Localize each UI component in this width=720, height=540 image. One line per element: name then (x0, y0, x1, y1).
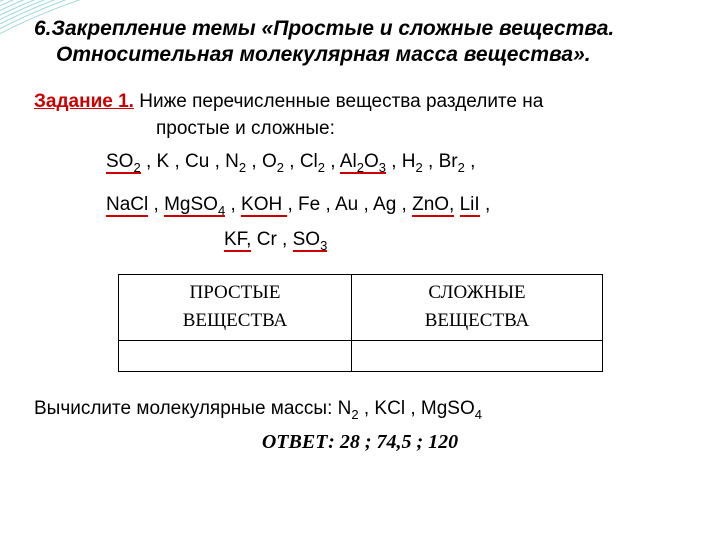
task-text-1: Ниже перечисленные вещества разделите на (134, 91, 543, 112)
heading-line-1: 6.Закрепление темы «Простые и сложные ве… (34, 16, 686, 42)
substances-table: ПРОСТЫЕ ВЕЩЕСТВА СЛОЖНЫЕ ВЕЩЕСТВА (118, 274, 603, 372)
chem-line-2: NaCl , MgSO4 , KOH , Fe , Au , Ag , ZnO,… (34, 191, 686, 220)
calc-prompt: Вычислите молекулярные массы: N2 , KCl ,… (34, 398, 686, 422)
chem-line-3: KF, Cr , SO3 (34, 226, 686, 255)
task-line-1: Задание 1. Ниже перечисленные вещества р… (34, 89, 686, 115)
task-text-2: простые и сложные: (34, 116, 686, 142)
table-cell-complex (352, 340, 603, 371)
table-header-complex: СЛОЖНЫЕ ВЕЩЕСТВА (352, 274, 603, 340)
table-header-simple: ПРОСТЫЕ ВЕЩЕСТВА (119, 274, 352, 340)
task-title: Задание 1. (34, 91, 134, 112)
chem-line-1: SO2 , K , Cu , N2 , O2 , Cl2 , Al2O3 , H… (34, 148, 686, 177)
answer-line: ОТВЕТ: 28 ; 74,5 ; 120 (34, 431, 686, 454)
section-heading: 6.Закрепление темы «Простые и сложные ве… (34, 16, 686, 69)
heading-line-2: Относительная молекулярная масса веществ… (34, 42, 686, 68)
table-cell-simple (119, 340, 352, 371)
